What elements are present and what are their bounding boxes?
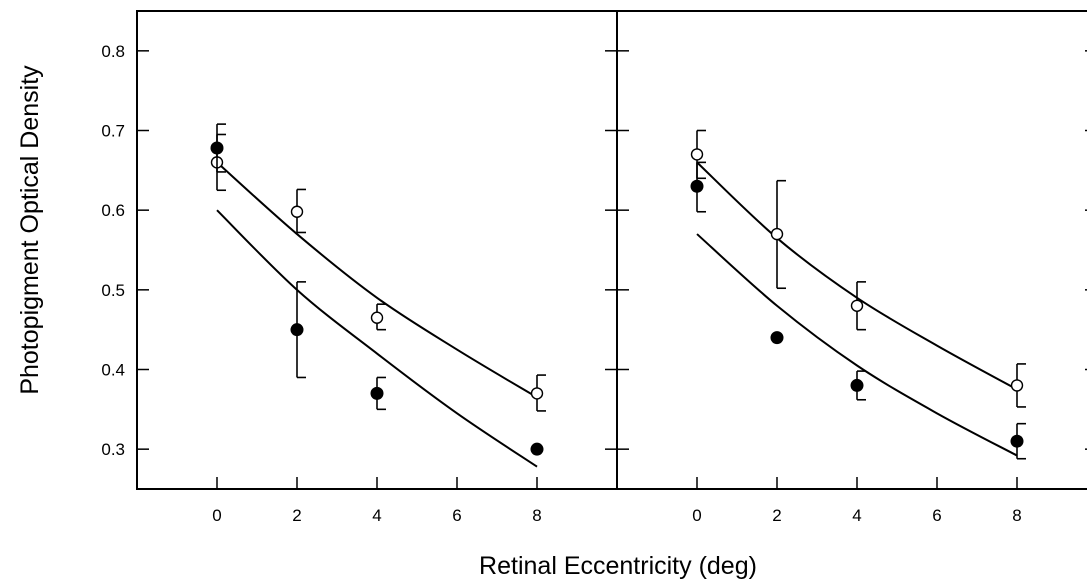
left-filled-point [530, 442, 544, 456]
left-x-tick-label: 0 [212, 506, 221, 525]
right-filled-point [1010, 434, 1024, 448]
y-tick-label: 0.4 [101, 361, 125, 380]
right-open-point [690, 148, 704, 161]
left-x-tick-label: 6 [452, 506, 461, 525]
left-open-point [530, 387, 544, 400]
y-tick-label: 0.3 [101, 440, 125, 459]
right-open-point [850, 299, 864, 312]
left-open-point [290, 205, 304, 218]
right-open-point [1010, 379, 1024, 392]
right-filled-fit-curve [696, 233, 1018, 457]
left-x-tick-label: 4 [372, 506, 381, 525]
y-axis-title: Photopigment Optical Density [16, 65, 44, 395]
right-panel: 0 2 4 6 8 [616, 10, 1087, 525]
right-filled-point [690, 179, 704, 193]
left-filled-point [210, 141, 224, 155]
left-plot-frame [136, 10, 618, 490]
left-open-fit-curve [216, 161, 538, 399]
right-x-tick-label: 0 [692, 506, 701, 525]
y-tick-label: 0.5 [101, 281, 125, 300]
left-filled-point [370, 386, 384, 400]
left-filled-fit-curve [216, 209, 538, 468]
right-filled-point [770, 331, 784, 345]
left-open-point [370, 311, 384, 324]
right-x-tick-label: 4 [852, 506, 861, 525]
x-axis-title: Retinal Eccentricity (deg) [479, 552, 757, 580]
right-x-tick-label: 2 [772, 506, 781, 525]
y-tick-label: 0.6 [101, 201, 125, 220]
left-x-tick-label: 2 [292, 506, 301, 525]
left-x-tick-label: 8 [532, 506, 541, 525]
y-tick-label: 0.7 [101, 122, 125, 141]
y-tick-label: 0.8 [101, 42, 125, 61]
right-x-tick-label: 6 [932, 506, 941, 525]
right-plot-frame [616, 10, 1087, 490]
right-filled-point [850, 378, 864, 392]
right-x-tick-label: 8 [1012, 506, 1021, 525]
right-open-point [770, 227, 784, 241]
left-panel: 0.3 0.4 0.5 0.6 0.7 0.8 0 2 4 6 8 [101, 10, 618, 525]
left-filled-point [290, 323, 304, 337]
right-open-fit-curve [696, 161, 1018, 391]
